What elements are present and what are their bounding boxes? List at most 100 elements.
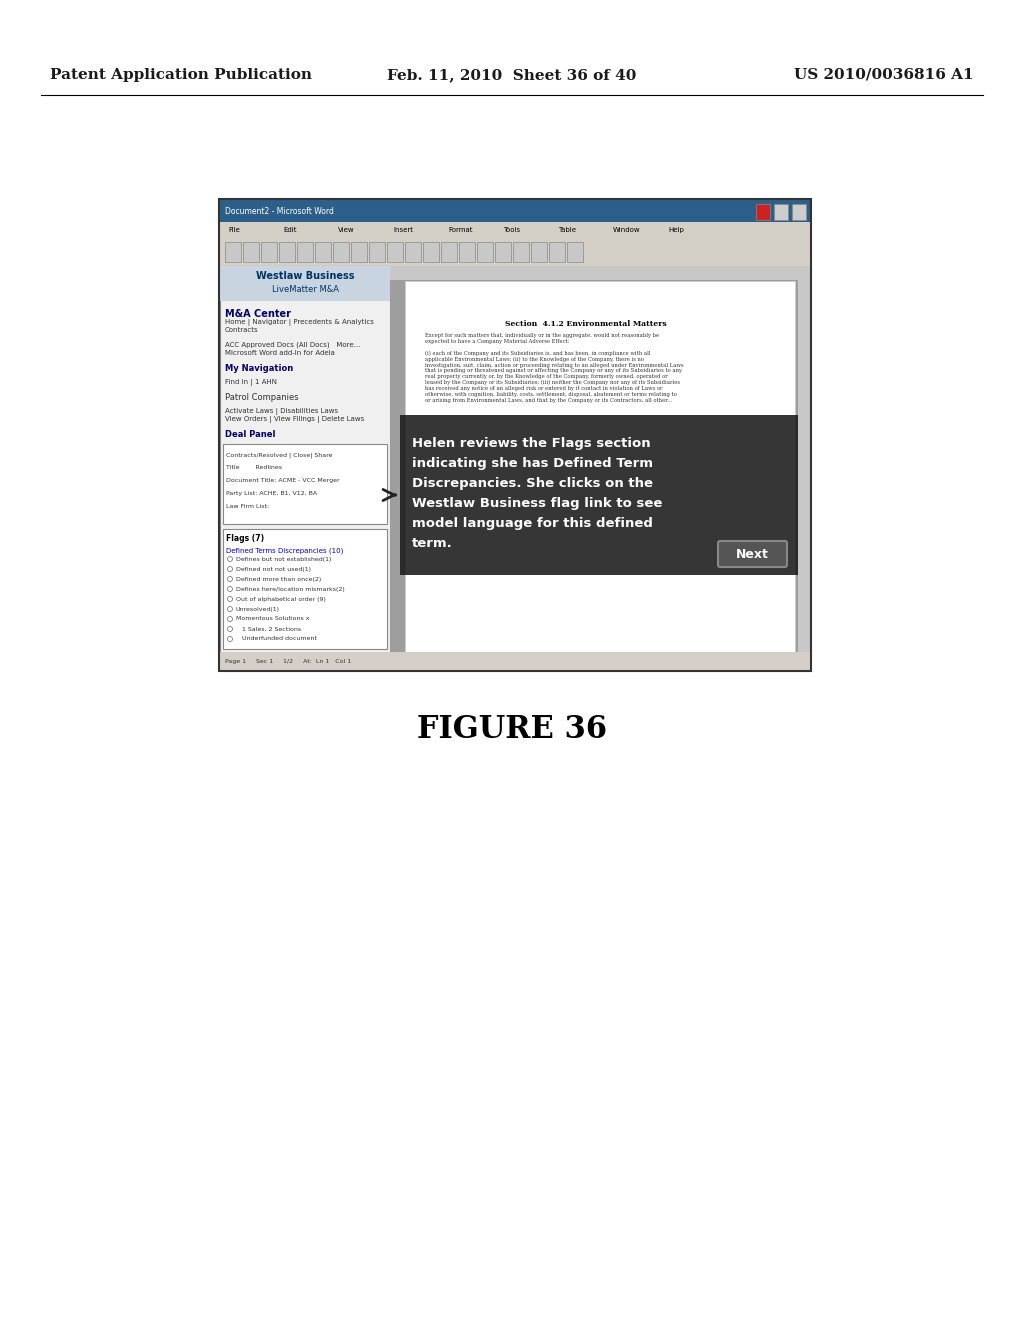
FancyBboxPatch shape xyxy=(390,267,810,280)
Text: Section  4.1.2 Environmental Matters: Section 4.1.2 Environmental Matters xyxy=(505,319,667,327)
Text: Defines here/location mismarks(2): Defines here/location mismarks(2) xyxy=(236,586,345,591)
FancyBboxPatch shape xyxy=(220,201,810,222)
FancyBboxPatch shape xyxy=(243,242,259,261)
Text: Defined not not used(1): Defined not not used(1) xyxy=(236,566,311,572)
FancyBboxPatch shape xyxy=(261,242,278,261)
FancyBboxPatch shape xyxy=(406,281,795,655)
Text: Window: Window xyxy=(613,227,641,234)
FancyBboxPatch shape xyxy=(223,529,387,649)
Text: Feb. 11, 2010  Sheet 36 of 40: Feb. 11, 2010 Sheet 36 of 40 xyxy=(387,69,637,82)
FancyBboxPatch shape xyxy=(220,652,810,671)
Text: Out of alphabetical order (9): Out of alphabetical order (9) xyxy=(236,597,326,602)
FancyBboxPatch shape xyxy=(718,541,787,568)
FancyBboxPatch shape xyxy=(297,242,313,261)
Circle shape xyxy=(227,557,232,561)
Circle shape xyxy=(227,627,232,631)
Text: Flags (7): Flags (7) xyxy=(226,535,264,543)
FancyBboxPatch shape xyxy=(423,242,439,261)
Text: Format: Format xyxy=(449,227,472,234)
Text: Underfunded document: Underfunded document xyxy=(236,636,316,642)
FancyBboxPatch shape xyxy=(369,242,385,261)
Text: Edit: Edit xyxy=(283,227,297,234)
Text: Document2 - Microsoft Word: Document2 - Microsoft Word xyxy=(225,206,334,215)
Text: Help: Help xyxy=(668,227,684,234)
Circle shape xyxy=(227,606,232,611)
Text: Unresolved(1): Unresolved(1) xyxy=(236,606,280,611)
FancyBboxPatch shape xyxy=(756,205,770,220)
Text: model language for this defined: model language for this defined xyxy=(412,517,653,531)
FancyBboxPatch shape xyxy=(495,242,511,261)
Text: Contracts/Resolved | Close| Share: Contracts/Resolved | Close| Share xyxy=(226,451,333,458)
FancyBboxPatch shape xyxy=(220,222,810,238)
Circle shape xyxy=(227,597,232,602)
Text: Patrol Companies: Patrol Companies xyxy=(225,393,299,403)
FancyBboxPatch shape xyxy=(567,242,583,261)
Text: term.: term. xyxy=(412,537,453,550)
FancyArrowPatch shape xyxy=(383,490,395,500)
Text: Defines but not established(1): Defines but not established(1) xyxy=(236,557,332,561)
FancyBboxPatch shape xyxy=(549,242,565,261)
Circle shape xyxy=(227,586,232,591)
FancyBboxPatch shape xyxy=(220,267,390,301)
FancyBboxPatch shape xyxy=(441,242,457,261)
Text: File: File xyxy=(228,227,240,234)
Text: Deal Panel: Deal Panel xyxy=(225,430,275,440)
Text: View: View xyxy=(338,227,354,234)
FancyBboxPatch shape xyxy=(387,242,403,261)
Text: Next: Next xyxy=(735,548,768,561)
FancyBboxPatch shape xyxy=(798,267,810,671)
FancyBboxPatch shape xyxy=(220,238,810,267)
FancyBboxPatch shape xyxy=(477,242,493,261)
FancyBboxPatch shape xyxy=(225,242,241,261)
Text: Home | Navigator | Precedents & Analytics: Home | Navigator | Precedents & Analytic… xyxy=(225,319,374,326)
Text: My Navigation: My Navigation xyxy=(225,364,293,374)
FancyBboxPatch shape xyxy=(220,267,390,671)
Text: Insert: Insert xyxy=(393,227,413,234)
Text: FIGURE 36: FIGURE 36 xyxy=(417,714,607,746)
Text: 1 Sales, 2 Sections: 1 Sales, 2 Sections xyxy=(236,627,301,631)
Text: Westlaw Business: Westlaw Business xyxy=(256,271,354,281)
Text: LiveMatter M&A: LiveMatter M&A xyxy=(271,285,339,294)
Text: Discrepancies. She clicks on the: Discrepancies. She clicks on the xyxy=(412,477,653,490)
FancyBboxPatch shape xyxy=(223,444,387,524)
FancyBboxPatch shape xyxy=(406,242,421,261)
FancyBboxPatch shape xyxy=(774,205,788,220)
Text: Westlaw Business flag link to see: Westlaw Business flag link to see xyxy=(412,498,663,510)
Text: Title        Redlines: Title Redlines xyxy=(226,465,282,470)
Circle shape xyxy=(227,577,232,582)
Text: Page 1     Sec 1     1/2     At:  Ln 1   Col 1: Page 1 Sec 1 1/2 At: Ln 1 Col 1 xyxy=(225,659,351,664)
Text: View Orders | View Filings | Delete Laws: View Orders | View Filings | Delete Laws xyxy=(225,416,365,422)
Text: indicating she has Defined Term: indicating she has Defined Term xyxy=(412,457,653,470)
Text: Microsoft Word add-in for Adela: Microsoft Word add-in for Adela xyxy=(225,350,335,356)
Text: Tools: Tools xyxy=(503,227,520,234)
FancyBboxPatch shape xyxy=(513,242,529,261)
Circle shape xyxy=(227,566,232,572)
Text: Momentous Solutions x: Momentous Solutions x xyxy=(236,616,309,622)
Text: Except for such matters that, individually or in the aggregate, would not reason: Except for such matters that, individual… xyxy=(425,333,684,403)
FancyBboxPatch shape xyxy=(351,242,367,261)
Circle shape xyxy=(227,616,232,622)
Text: ACC Approved Docs (All Docs)   More...: ACC Approved Docs (All Docs) More... xyxy=(225,342,360,348)
Text: US 2010/0036816 A1: US 2010/0036816 A1 xyxy=(795,69,974,82)
Text: Patent Application Publication: Patent Application Publication xyxy=(50,69,312,82)
Text: Contracts: Contracts xyxy=(225,327,259,333)
FancyBboxPatch shape xyxy=(220,201,810,671)
Text: Activate Laws | Disabilities Laws: Activate Laws | Disabilities Laws xyxy=(225,408,338,414)
FancyBboxPatch shape xyxy=(459,242,475,261)
Text: Find in | 1 AHN: Find in | 1 AHN xyxy=(225,379,278,385)
Text: Helen reviews the Flags section: Helen reviews the Flags section xyxy=(412,437,650,450)
FancyBboxPatch shape xyxy=(315,242,331,261)
Text: Party List: ACHE, B1, V12, BA: Party List: ACHE, B1, V12, BA xyxy=(226,491,317,496)
Text: M&A Center: M&A Center xyxy=(225,309,291,319)
Circle shape xyxy=(227,636,232,642)
FancyBboxPatch shape xyxy=(390,267,810,671)
Text: Table: Table xyxy=(558,227,575,234)
Text: Defined more than once(2): Defined more than once(2) xyxy=(236,577,322,582)
FancyBboxPatch shape xyxy=(531,242,547,261)
FancyBboxPatch shape xyxy=(400,414,800,576)
FancyBboxPatch shape xyxy=(792,205,806,220)
FancyBboxPatch shape xyxy=(279,242,295,261)
Text: Law Firm List:: Law Firm List: xyxy=(226,504,269,510)
Text: Defined Terms Discrepancies (10): Defined Terms Discrepancies (10) xyxy=(226,546,343,553)
FancyBboxPatch shape xyxy=(333,242,349,261)
